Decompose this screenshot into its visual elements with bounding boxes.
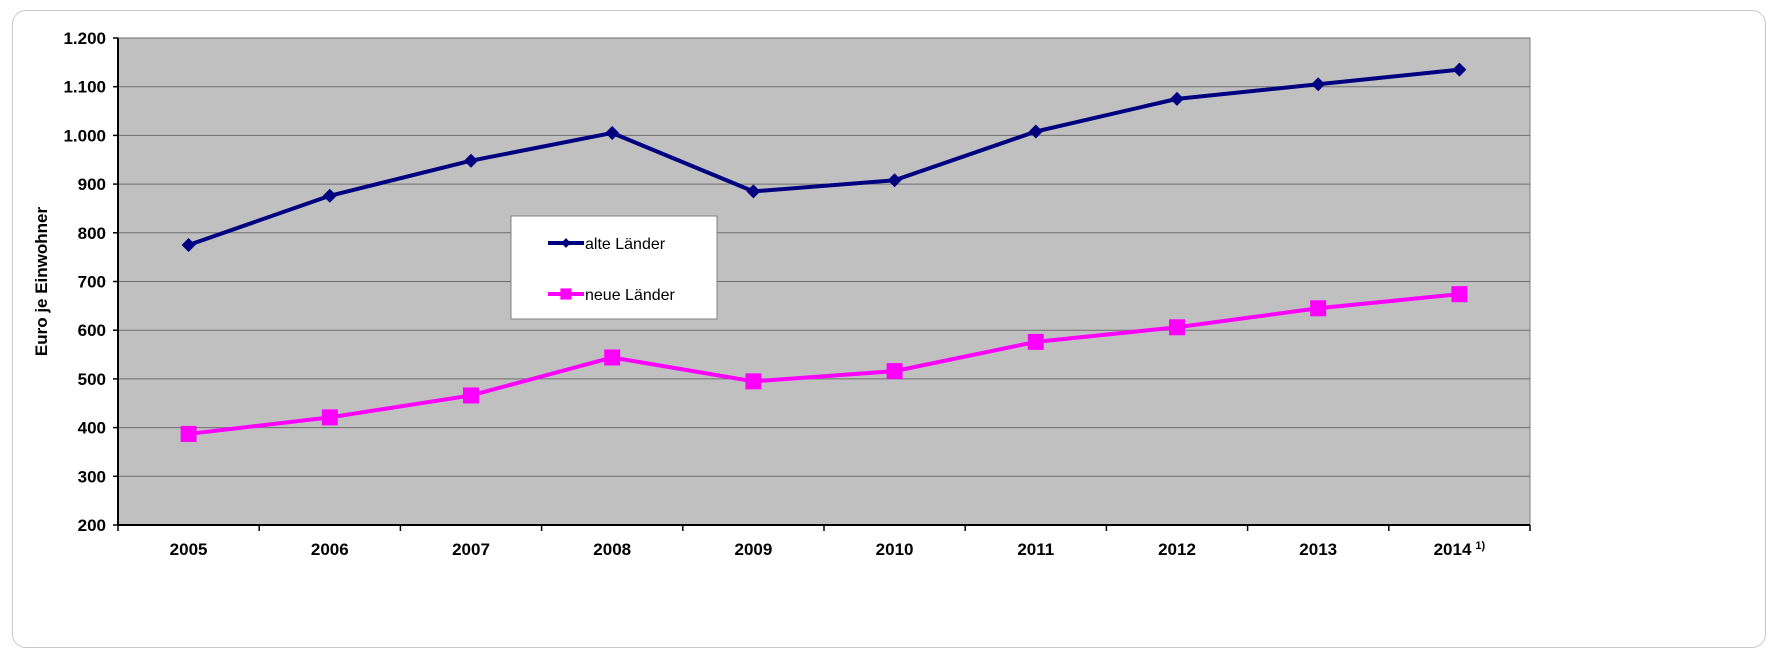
data-point [180, 425, 197, 442]
gridlines [118, 37, 1530, 477]
y-axis-label: Euro je Einwohner [32, 207, 51, 357]
data-point [746, 184, 761, 199]
line-chart: 200 300 400 500 600 700 800 900 1.000 1.100 1.200 … [12, 10, 1766, 648]
series-neue-laender [180, 286, 1468, 442]
data-point [321, 409, 338, 426]
data-point [181, 237, 196, 252]
data-point [463, 387, 479, 404]
x-tick-label: 2007 [452, 540, 490, 559]
data-point [1027, 333, 1044, 350]
legend: alte Länder neue Länder [510, 215, 718, 320]
chart-svg: 2003004005006007008009001.0001.1001.200 … [32, 29, 1531, 559]
y-tick-label: 300 [78, 467, 106, 486]
y-tick-label: 900 [78, 175, 106, 194]
x-tick-footnote: 1) [1475, 540, 1485, 552]
y-tick-label: 800 [78, 224, 106, 243]
legend-item: neue Länder [548, 287, 676, 304]
legend-box [510, 215, 718, 320]
data-point [464, 153, 478, 168]
x-tick-label: 2009 [734, 540, 772, 559]
series-alte-laender [181, 62, 1467, 252]
x-tick-label: 2008 [593, 540, 631, 559]
y-tick-label: 1.100 [63, 78, 106, 97]
y-tick-label: 400 [78, 419, 106, 438]
data-point [886, 363, 903, 380]
series-line [187, 67, 1460, 247]
data-point [605, 125, 620, 140]
legend-label: alte Länder [585, 236, 666, 253]
axes [113, 37, 1531, 531]
data-point [1451, 286, 1468, 303]
data-point [887, 173, 902, 188]
legend-marker [560, 288, 572, 300]
data-point [1310, 300, 1327, 317]
y-tick-label: 1.000 [63, 126, 106, 145]
x-tick-label: 2010 [876, 540, 914, 559]
data-point [604, 349, 621, 366]
data-point [1169, 319, 1185, 336]
x-tick-labels: 2005 2006 2007 2008 2009 2010 2011 2012 2013 2014… [170, 540, 1486, 559]
data-point [1311, 77, 1326, 92]
data-point [1452, 62, 1467, 77]
y-tick-label: 200 [78, 516, 106, 535]
legend-marker [561, 238, 571, 248]
data-point [1028, 124, 1043, 139]
data-point [322, 188, 337, 203]
x-tick-label: 2014 1) [1434, 540, 1486, 559]
x-tick-label: 2006 [311, 540, 349, 559]
y-tick-labels: 200 300 400 500 600 700 800 900 1.000 1.100 1.200 [63, 29, 106, 535]
y-tick-label: 500 [78, 370, 106, 389]
series-line [188, 292, 1460, 436]
x-tick-label: 2012 [1158, 540, 1196, 559]
x-tick-label: 2011 [1017, 540, 1054, 559]
y-tick-label: 700 [78, 273, 106, 292]
x-tick-label: 2005 [170, 540, 208, 559]
data-point [1170, 91, 1184, 106]
series-layer [180, 62, 1468, 442]
y-tick-label: 600 [78, 321, 106, 340]
legend-item: alte Länder [548, 236, 666, 253]
data-point [745, 373, 762, 390]
x-tick-label: 2013 [1299, 540, 1337, 559]
legend-label: neue Länder [585, 287, 676, 304]
y-tick-label: 1.200 [63, 29, 106, 48]
